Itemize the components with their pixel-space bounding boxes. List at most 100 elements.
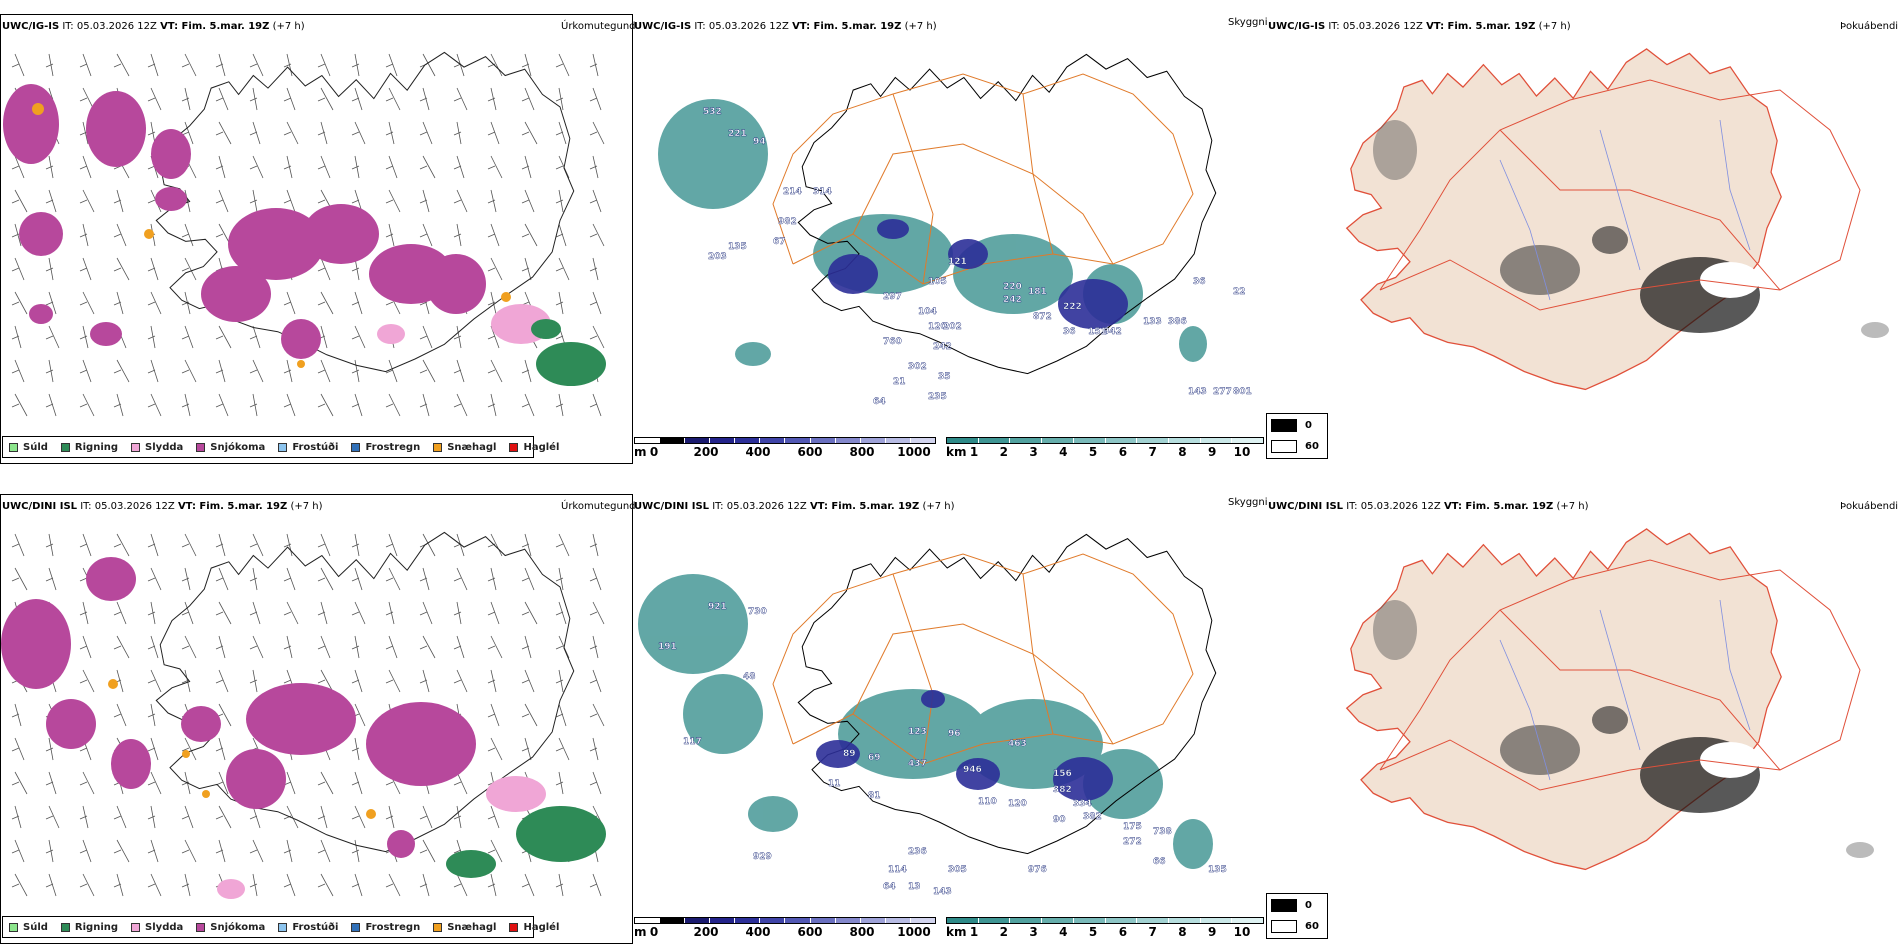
- wind-barb: [317, 53, 331, 77]
- cloud-base-value: 220: [1003, 282, 1022, 292]
- wind-barb: [317, 533, 331, 557]
- legend-item: Snæhagl: [433, 442, 496, 453]
- wind-barb: [215, 533, 226, 557]
- wind-barb: [79, 121, 89, 145]
- wind-barb: [317, 359, 331, 383]
- cloud-base-value: 89: [843, 749, 856, 759]
- wind-barb: [521, 87, 535, 111]
- wind-barb: [215, 737, 226, 761]
- cloud-base-value: 272: [1123, 837, 1142, 847]
- colorbar-tick: 0: [649, 445, 659, 459]
- cloud-base-value: 191: [658, 642, 677, 652]
- wind-barb: [419, 669, 430, 693]
- wind-barb: [249, 601, 261, 625]
- wind-barb: [283, 359, 293, 383]
- wind-barb: [79, 805, 89, 829]
- wind-barb: [453, 223, 462, 247]
- cloud-base-value: 123: [908, 727, 927, 737]
- wind-barb: [487, 839, 503, 863]
- sleet-areas: [217, 776, 546, 899]
- legend-item: Haglél: [509, 442, 559, 453]
- panel-header: UWC/DINI ISL IT: 05.03.2026 12Z VT: Fim.…: [634, 501, 955, 512]
- legend-swatch: [351, 442, 361, 452]
- wind-barb: [283, 533, 293, 557]
- cloud-map: 921 730 191 48 117 123 96 463 437 89 69 946 11 81 156 3…: [638, 533, 1227, 897]
- cloud-base-value: 202: [943, 322, 962, 332]
- cloud-base-value: 104: [918, 307, 937, 317]
- valid-time: VT: Fim. 5.mar. 19Z: [1426, 21, 1536, 32]
- init-time: IT: 05.03.2026 12Z: [1328, 21, 1423, 32]
- colorbar-cell: [1105, 438, 1138, 443]
- colorbar-cell: [1010, 438, 1043, 443]
- wind-barb: [589, 601, 605, 625]
- wind-barb: [487, 737, 503, 761]
- cloud-base-value: 982: [778, 217, 797, 227]
- panel-title-precip: Úrkomutegund: [561, 501, 636, 512]
- init-time: IT: 05.03.2026 12Z: [80, 501, 175, 512]
- wind-barb: [487, 703, 500, 727]
- wind-barb: [351, 189, 363, 213]
- wind-barb: [11, 189, 28, 213]
- wind-barb: [351, 533, 360, 557]
- cloud-base-value: 463: [1008, 739, 1027, 749]
- wind-barb: [555, 533, 570, 557]
- legend-swatch: [433, 922, 443, 932]
- wind-barb: [11, 873, 28, 897]
- cloud-base-value: 67: [773, 237, 786, 247]
- wind-barb: [453, 873, 468, 897]
- legend-swatch: [60, 442, 70, 452]
- wind-barb: [487, 257, 503, 281]
- init-time: IT: 05.03.2026 12Z: [694, 21, 789, 32]
- wind-barb: [555, 669, 564, 693]
- wind-barb: [181, 737, 197, 761]
- legend-swatch: [196, 922, 206, 932]
- colorbar-tick: 5: [1088, 925, 1098, 939]
- wind-barb: [181, 669, 191, 693]
- wind-barb: [487, 873, 497, 897]
- wind-barb: [419, 87, 430, 111]
- colorbar-cell: [810, 438, 836, 443]
- wind-barb: [555, 567, 564, 591]
- height-colorbar: m 0 200 400 600 800 1000: [634, 917, 936, 939]
- legend-item: Slydda: [131, 442, 183, 453]
- wind-barb: [589, 737, 599, 761]
- wind-barb: [453, 155, 465, 179]
- wind-barb: [487, 189, 497, 213]
- wind-barb: [215, 121, 232, 145]
- colorbar-tick: 800: [849, 445, 875, 459]
- legend-item: Slydda: [131, 922, 183, 933]
- wind-barb: [11, 567, 28, 591]
- road-network: [1379, 79, 1861, 311]
- wind-barb: [589, 533, 599, 557]
- wind-barb: [555, 771, 564, 795]
- legend-swatch: [131, 922, 141, 932]
- legend-item: Frostúði: [278, 922, 338, 933]
- wind-barb: [147, 393, 162, 417]
- legend-label: Frostregn: [365, 921, 421, 933]
- legend-label: Snjókoma: [210, 921, 266, 933]
- colorbar-cell: [1232, 918, 1264, 923]
- colorbar-tick: 400: [745, 445, 771, 459]
- wind-barb: [283, 291, 296, 315]
- wind-barb: [419, 635, 436, 659]
- colorbar-tick: 5: [1088, 445, 1098, 459]
- legend-item: Súld: [9, 922, 48, 933]
- colorbar-tick: 400: [745, 925, 771, 939]
- panel-header: UWC/IG-IS IT: 05.03.2026 12Z VT: Fim. 5.…: [634, 21, 937, 32]
- legend-label: Haglél: [523, 921, 560, 933]
- wind-barb: [215, 393, 229, 417]
- cloud-base-value: 143: [1188, 387, 1207, 397]
- wind-barb: [453, 771, 468, 795]
- legend-label: Súld: [23, 441, 48, 453]
- cloud-base-value: 760: [883, 337, 902, 347]
- cloud-base-value: 94: [753, 137, 766, 147]
- wind-barb: [147, 873, 162, 897]
- wind-barb: [79, 155, 92, 179]
- colorbar-cell: [1168, 918, 1201, 923]
- cloud-base-value: 121: [948, 257, 967, 267]
- wind-barb: [589, 189, 602, 213]
- panel-header: UWC/DINI ISL IT: 05.03.2026 12Z VT: Fim.…: [1268, 501, 1589, 512]
- wind-barb: [113, 189, 124, 213]
- wind-barb: [79, 325, 89, 349]
- wind-barb: [419, 155, 436, 179]
